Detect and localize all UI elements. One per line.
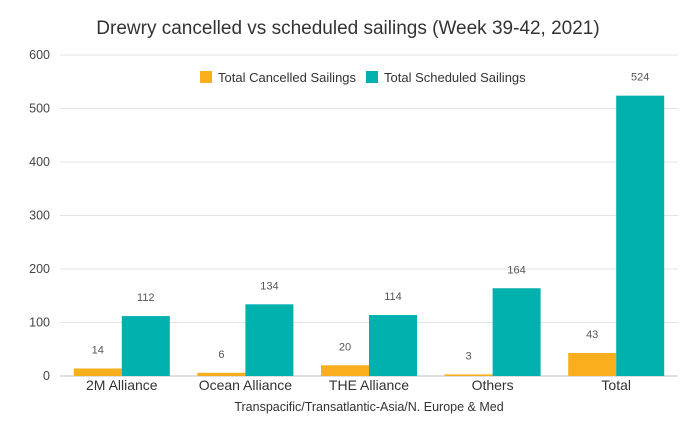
data-label: 134 [260,280,278,292]
legend-swatch-cancelled [200,71,212,83]
legend-label-cancelled: Total Cancelled Sailings [218,70,357,85]
y-tick-label: 0 [43,369,50,383]
y-tick-label: 500 [29,102,50,116]
bar[interactable] [121,316,170,376]
legend-swatch-scheduled [366,71,378,83]
bar[interactable] [492,288,541,376]
bar[interactable] [616,95,665,376]
x-axis-title: Transpacific/Transatlantic-Asia/N. Europ… [234,400,503,414]
y-axis: 0 100 200 300 400 500 600 [29,48,50,383]
bar[interactable] [369,315,417,376]
y-tick-label: 200 [29,262,50,276]
data-labels: 14 112 6 134 20 114 3 164 43 524 [92,72,650,363]
bar[interactable] [197,372,246,376]
chart-title: Drewry cancelled vs scheduled sailings (… [96,18,599,39]
data-label: 43 [586,329,598,341]
y-tick-label: 400 [29,155,50,169]
x-tick-label: 2M Alliance [86,377,158,393]
x-tick-label: Ocean Alliance [199,377,293,393]
y-tick-label: 100 [29,316,50,330]
data-label: 6 [218,349,224,361]
data-label: 3 [466,350,472,362]
x-tick-label: Others [472,377,514,393]
bar[interactable] [73,368,122,376]
data-label: 14 [92,345,104,357]
data-label: 524 [631,72,649,84]
data-label: 164 [507,264,525,276]
bar[interactable] [321,365,369,376]
x-axis: 2M Alliance Ocean Alliance THE Alliance Oth… [86,377,631,393]
data-label: 112 [137,292,155,304]
bar[interactable] [568,352,617,376]
legend[interactable]: Total Cancelled Sailings Total Scheduled… [200,70,526,85]
data-label: 114 [384,291,402,303]
bar[interactable] [444,374,493,376]
y-tick-label: 600 [29,48,50,62]
x-tick-label: Total [601,377,631,393]
legend-label-scheduled: Total Scheduled Sailings [384,70,526,85]
bar[interactable] [245,304,294,376]
y-tick-label: 300 [29,209,50,223]
bars [73,95,665,376]
x-tick-label: THE Alliance [329,377,409,393]
data-label: 20 [339,341,351,353]
